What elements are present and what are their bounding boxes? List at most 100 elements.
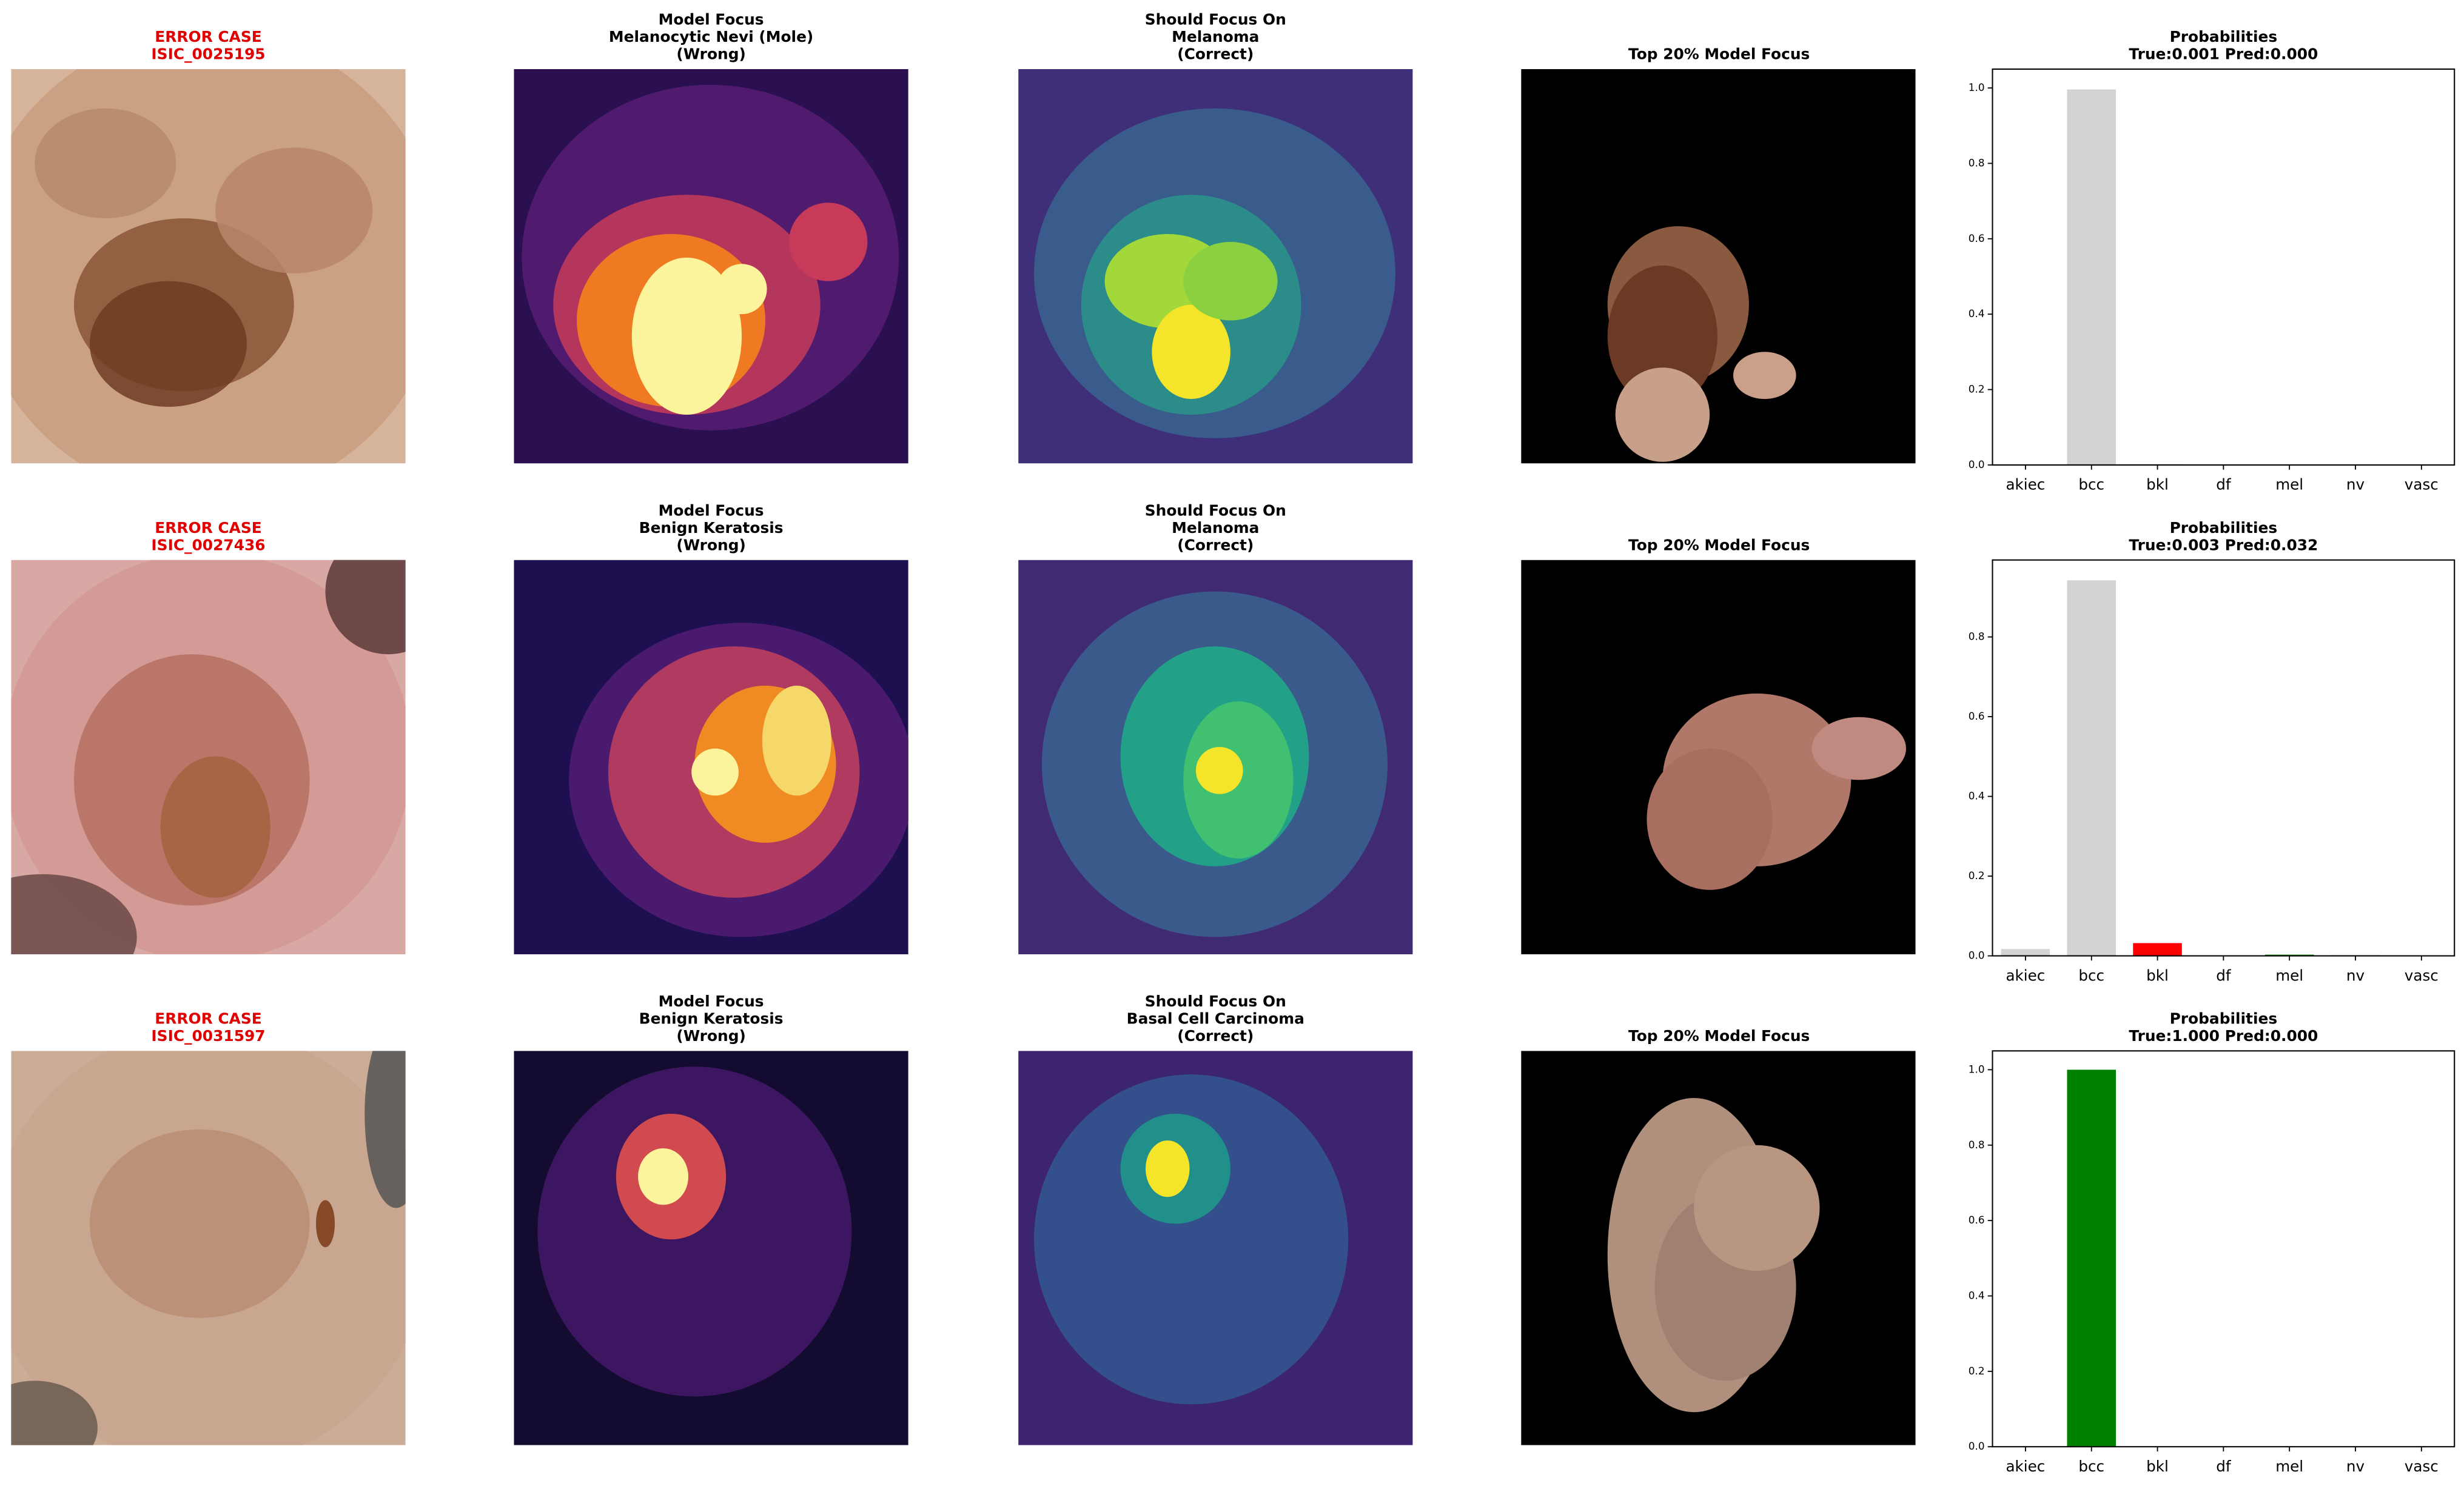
- panel-title: Top 20% Model Focus: [1628, 536, 1810, 554]
- image-photo: [11, 1051, 406, 1445]
- x-tick-label: vasc: [2405, 476, 2439, 494]
- panel-title: (Wrong): [676, 1027, 746, 1045]
- panel-title: ERROR CASE: [155, 1010, 262, 1028]
- axes-frame: [1992, 68, 2456, 466]
- bar: [2001, 949, 2050, 956]
- panel-title: Top 20% Model Focus: [1628, 45, 1810, 63]
- y-tick-label: 0.2: [1969, 869, 1985, 882]
- image-region: [1615, 367, 1710, 462]
- image-region: [11, 1381, 98, 1445]
- chart-subtitle: True:1.000 Pred:0.000: [2129, 1027, 2318, 1045]
- image-region: [364, 1051, 406, 1208]
- y-tick-label: 0.8: [1969, 631, 1985, 643]
- image-region: [1733, 352, 1796, 400]
- image-region: [160, 756, 270, 898]
- image-region: [631, 257, 742, 415]
- image-region: [762, 685, 831, 796]
- x-tick-label: mel: [2275, 476, 2303, 494]
- y-tick-label: 0.0: [1969, 1440, 1985, 1452]
- image-inferno: [514, 1051, 908, 1445]
- y-tick-label: 0.0: [1969, 949, 1985, 962]
- panel-title: (Correct): [1177, 1027, 1254, 1045]
- panel-title: Melanoma: [1172, 28, 1259, 45]
- x-tick-label: mel: [2275, 966, 2303, 984]
- image-region: [1034, 1074, 1349, 1405]
- panel-title: (Wrong): [676, 45, 746, 63]
- y-tick-label: 0.8: [1969, 156, 1985, 169]
- panel-title: Should Focus On: [1145, 501, 1286, 519]
- image-mask: [1521, 560, 1916, 954]
- y-tick-label: 0.2: [1969, 1365, 1985, 1377]
- image-region: [1607, 265, 1718, 407]
- image-mask: [1521, 69, 1916, 464]
- panel-title: Melanocytic Nevi (Mole): [609, 28, 813, 45]
- panel-title: (Correct): [1177, 45, 1254, 63]
- x-tick-label: akiec: [2006, 966, 2045, 984]
- image-mask: [1521, 1051, 1916, 1445]
- panel-title: ERROR CASE: [155, 28, 262, 45]
- image-region: [1146, 1140, 1190, 1197]
- image-viridis: [1018, 1051, 1413, 1445]
- image-region: [89, 281, 247, 407]
- panel-title: Should Focus On: [1145, 992, 1286, 1010]
- chart-title: Probabilities: [2170, 519, 2278, 537]
- image-inferno: [514, 69, 908, 464]
- image-region: [325, 560, 406, 655]
- bar: [2067, 89, 2116, 465]
- y-tick-label: 0.6: [1969, 1214, 1985, 1226]
- chart-title: Probabilities: [2170, 1010, 2278, 1028]
- image-region: [638, 1148, 689, 1205]
- image-region: [316, 1200, 335, 1248]
- panel-title: ISIC_0031597: [151, 1027, 265, 1045]
- chart-subtitle: True:0.001 Pred:0.000: [2129, 45, 2318, 63]
- x-tick-label: bkl: [2146, 966, 2169, 984]
- y-tick-label: 0.6: [1969, 232, 1985, 244]
- x-tick-label: nv: [2346, 476, 2365, 494]
- image-photo: [11, 560, 406, 954]
- image-region: [1694, 1145, 1820, 1271]
- image-region: [1195, 746, 1243, 794]
- panel-title: Top 20% Model Focus: [1628, 1027, 1810, 1045]
- image-viridis: [1018, 69, 1413, 464]
- image-region: [1647, 748, 1773, 890]
- chart-title: Probabilities: [2170, 28, 2278, 45]
- bar: [2067, 1069, 2116, 1447]
- y-tick-label: 0.0: [1969, 458, 1985, 470]
- image-region: [11, 874, 137, 954]
- x-tick-label: vasc: [2405, 966, 2439, 984]
- x-tick-label: df: [2216, 966, 2232, 984]
- bar: [2133, 943, 2182, 956]
- image-region: [215, 147, 373, 273]
- axes-frame: [1992, 1050, 2456, 1448]
- x-tick-label: vasc: [2405, 1458, 2439, 1475]
- image-region: [89, 1129, 310, 1318]
- panel-title: Benign Keratosis: [639, 519, 784, 537]
- image-region: [1811, 717, 1906, 780]
- panel-title: Model Focus: [659, 11, 764, 28]
- bar: [2067, 580, 2116, 956]
- x-tick-label: bkl: [2146, 1458, 2169, 1475]
- image-region: [691, 748, 739, 796]
- image-region: [788, 202, 868, 281]
- x-tick-label: df: [2216, 476, 2232, 494]
- y-tick-label: 0.6: [1969, 710, 1985, 722]
- image-photo: [11, 69, 406, 464]
- image-inferno: [514, 560, 908, 954]
- panel-title: Model Focus: [659, 992, 764, 1010]
- image-region: [716, 264, 767, 315]
- x-tick-label: mel: [2275, 1458, 2303, 1475]
- y-tick-label: 1.0: [1969, 1063, 1985, 1075]
- image-region: [1152, 304, 1230, 400]
- y-tick-label: 0.4: [1969, 790, 1985, 802]
- chart-subtitle: True:0.003 Pred:0.032: [2129, 536, 2318, 554]
- panel-title: Melanoma: [1172, 519, 1259, 537]
- y-tick-label: 0.4: [1969, 307, 1985, 320]
- x-tick-label: nv: [2346, 1458, 2365, 1475]
- panel-title: (Wrong): [676, 536, 746, 554]
- panel-title: Model Focus: [659, 501, 764, 519]
- x-tick-label: akiec: [2006, 1458, 2045, 1475]
- image-region: [1183, 242, 1278, 321]
- image-viridis: [1018, 560, 1413, 954]
- axes-frame: [1992, 559, 2456, 957]
